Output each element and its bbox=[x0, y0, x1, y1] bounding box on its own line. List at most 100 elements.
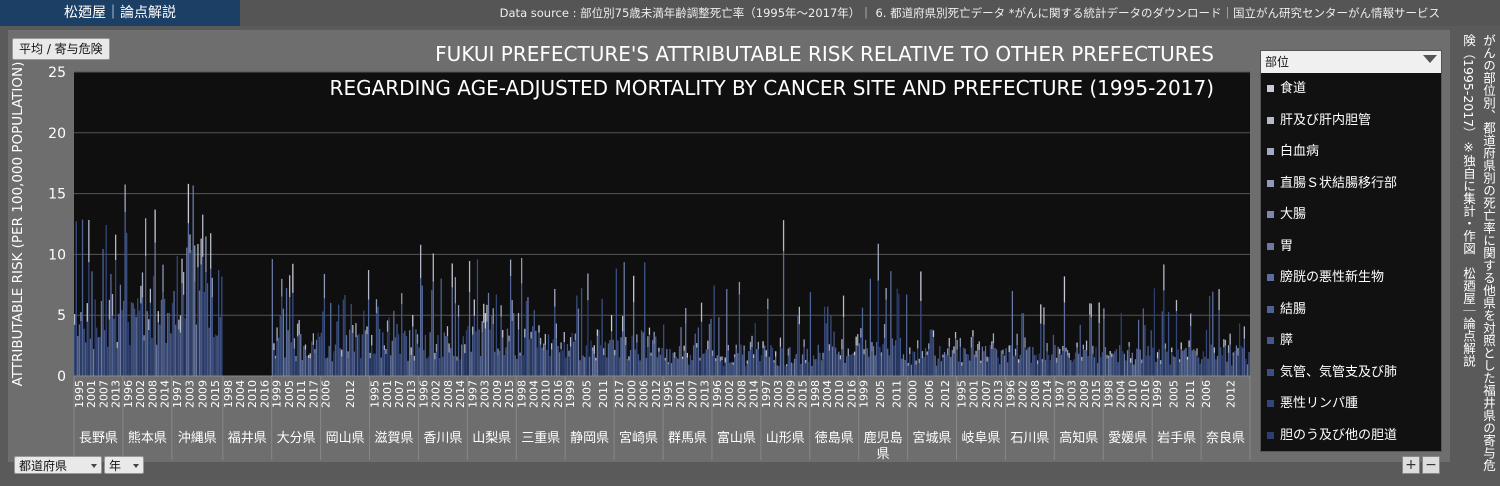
prefecture-label: 宮城県 bbox=[913, 430, 952, 446]
bar bbox=[1106, 358, 1108, 376]
bar bbox=[554, 306, 556, 376]
bar bbox=[1193, 349, 1195, 376]
year-tick-label: 2017 bbox=[613, 380, 626, 408]
bar bbox=[536, 347, 539, 376]
bar bbox=[855, 345, 857, 376]
prefecture-label: 沖縄県 bbox=[178, 431, 217, 446]
bar bbox=[888, 355, 890, 376]
bar bbox=[798, 306, 800, 325]
bar bbox=[691, 360, 693, 376]
bar bbox=[1104, 347, 1107, 376]
bar bbox=[194, 281, 196, 376]
legend-item[interactable]: 胃 bbox=[1267, 237, 1293, 257]
bar bbox=[1133, 364, 1135, 376]
bar bbox=[915, 360, 917, 365]
bar bbox=[844, 362, 846, 376]
bar bbox=[1092, 353, 1094, 376]
bar bbox=[74, 324, 76, 376]
bar bbox=[205, 272, 207, 376]
legend-item[interactable]: 膵 bbox=[1267, 331, 1293, 351]
bar bbox=[189, 234, 191, 253]
legend-item[interactable]: 食道 bbox=[1267, 79, 1306, 99]
legend-item[interactable]: 悪性リンパ腫 bbox=[1267, 394, 1358, 414]
bar bbox=[105, 224, 107, 376]
bar bbox=[667, 362, 670, 365]
bar bbox=[771, 347, 774, 376]
bar bbox=[861, 307, 864, 376]
prefecture-label: 富山県 bbox=[717, 430, 756, 446]
bar bbox=[461, 344, 463, 376]
bar bbox=[1024, 347, 1026, 376]
bar bbox=[995, 349, 998, 376]
bar bbox=[1224, 339, 1227, 346]
bar bbox=[773, 360, 775, 363]
bar bbox=[847, 348, 849, 357]
bar bbox=[696, 343, 698, 348]
bar bbox=[1182, 350, 1184, 376]
bar bbox=[1051, 354, 1053, 376]
bar bbox=[456, 360, 458, 376]
legend-item[interactable]: 胆のう及び他の胆道 bbox=[1267, 426, 1397, 446]
bar bbox=[647, 336, 649, 348]
bar bbox=[1111, 357, 1113, 376]
bar bbox=[1150, 330, 1152, 376]
zoom-in-button[interactable]: + bbox=[1402, 456, 1420, 474]
legend-item[interactable]: 白血病 bbox=[1267, 142, 1319, 162]
bar bbox=[371, 345, 373, 376]
legend-item[interactable]: 肝及び肝内胆管 bbox=[1267, 111, 1371, 131]
zoom-out-button[interactable]: − bbox=[1422, 456, 1440, 474]
legend-item[interactable]: 膀胱の悪性新生物 bbox=[1267, 268, 1384, 288]
bar bbox=[1248, 352, 1250, 376]
bar bbox=[86, 321, 88, 376]
bar bbox=[459, 359, 461, 376]
bar bbox=[1180, 349, 1182, 376]
bar bbox=[811, 365, 813, 376]
legend-item[interactable]: 直腸Ｓ状結腸移行部 bbox=[1267, 174, 1397, 194]
bar bbox=[604, 341, 606, 376]
bar bbox=[445, 336, 447, 376]
prefecture-filter-button[interactable]: 都道府県 bbox=[14, 456, 102, 474]
bar bbox=[1190, 325, 1192, 376]
bar bbox=[1016, 344, 1018, 376]
legend-item[interactable]: 気管、気管支及び肺 bbox=[1267, 363, 1397, 383]
bar bbox=[206, 283, 209, 376]
bar bbox=[1221, 355, 1223, 376]
bar bbox=[637, 354, 640, 376]
bar bbox=[768, 356, 771, 376]
year-tick-label: 2001 bbox=[381, 380, 394, 408]
bar bbox=[350, 303, 352, 376]
year-tick-label: 2003 bbox=[184, 380, 197, 408]
bar bbox=[122, 300, 125, 376]
bar bbox=[678, 346, 681, 376]
year-filter-button[interactable]: 年 bbox=[104, 456, 144, 474]
bar bbox=[1137, 319, 1140, 376]
bar bbox=[1126, 350, 1129, 376]
legend-item[interactable]: 結腸 bbox=[1267, 300, 1306, 320]
bar bbox=[836, 354, 838, 376]
bar bbox=[1194, 350, 1197, 376]
legend-label: 食道 bbox=[1280, 81, 1307, 96]
bar bbox=[492, 324, 494, 376]
bar bbox=[891, 338, 894, 376]
bar bbox=[743, 345, 745, 351]
prefecture-label: 宮崎県 bbox=[619, 430, 658, 446]
bar bbox=[130, 302, 133, 376]
legend-filter-header[interactable]: 部位 bbox=[1261, 51, 1441, 73]
bar bbox=[1196, 348, 1198, 356]
bar bbox=[631, 335, 633, 376]
bar bbox=[1218, 310, 1220, 376]
year-tick-label: 1997 bbox=[1053, 380, 1066, 408]
bar bbox=[1073, 359, 1075, 376]
measure-switch-button[interactable]: 平均 / 寄与危険 bbox=[12, 38, 110, 60]
bar bbox=[431, 289, 433, 376]
bar bbox=[787, 348, 789, 356]
year-tick-label: 2010 bbox=[540, 380, 553, 408]
legend-item[interactable]: 大腸 bbox=[1267, 205, 1306, 225]
bar bbox=[454, 277, 457, 304]
bar bbox=[371, 334, 373, 346]
bar bbox=[568, 356, 570, 376]
filter-icon[interactable] bbox=[1423, 55, 1437, 63]
year-tick-label: 2011 bbox=[890, 380, 903, 408]
bar bbox=[364, 330, 367, 376]
year-tick-label: 1998 bbox=[515, 380, 528, 408]
